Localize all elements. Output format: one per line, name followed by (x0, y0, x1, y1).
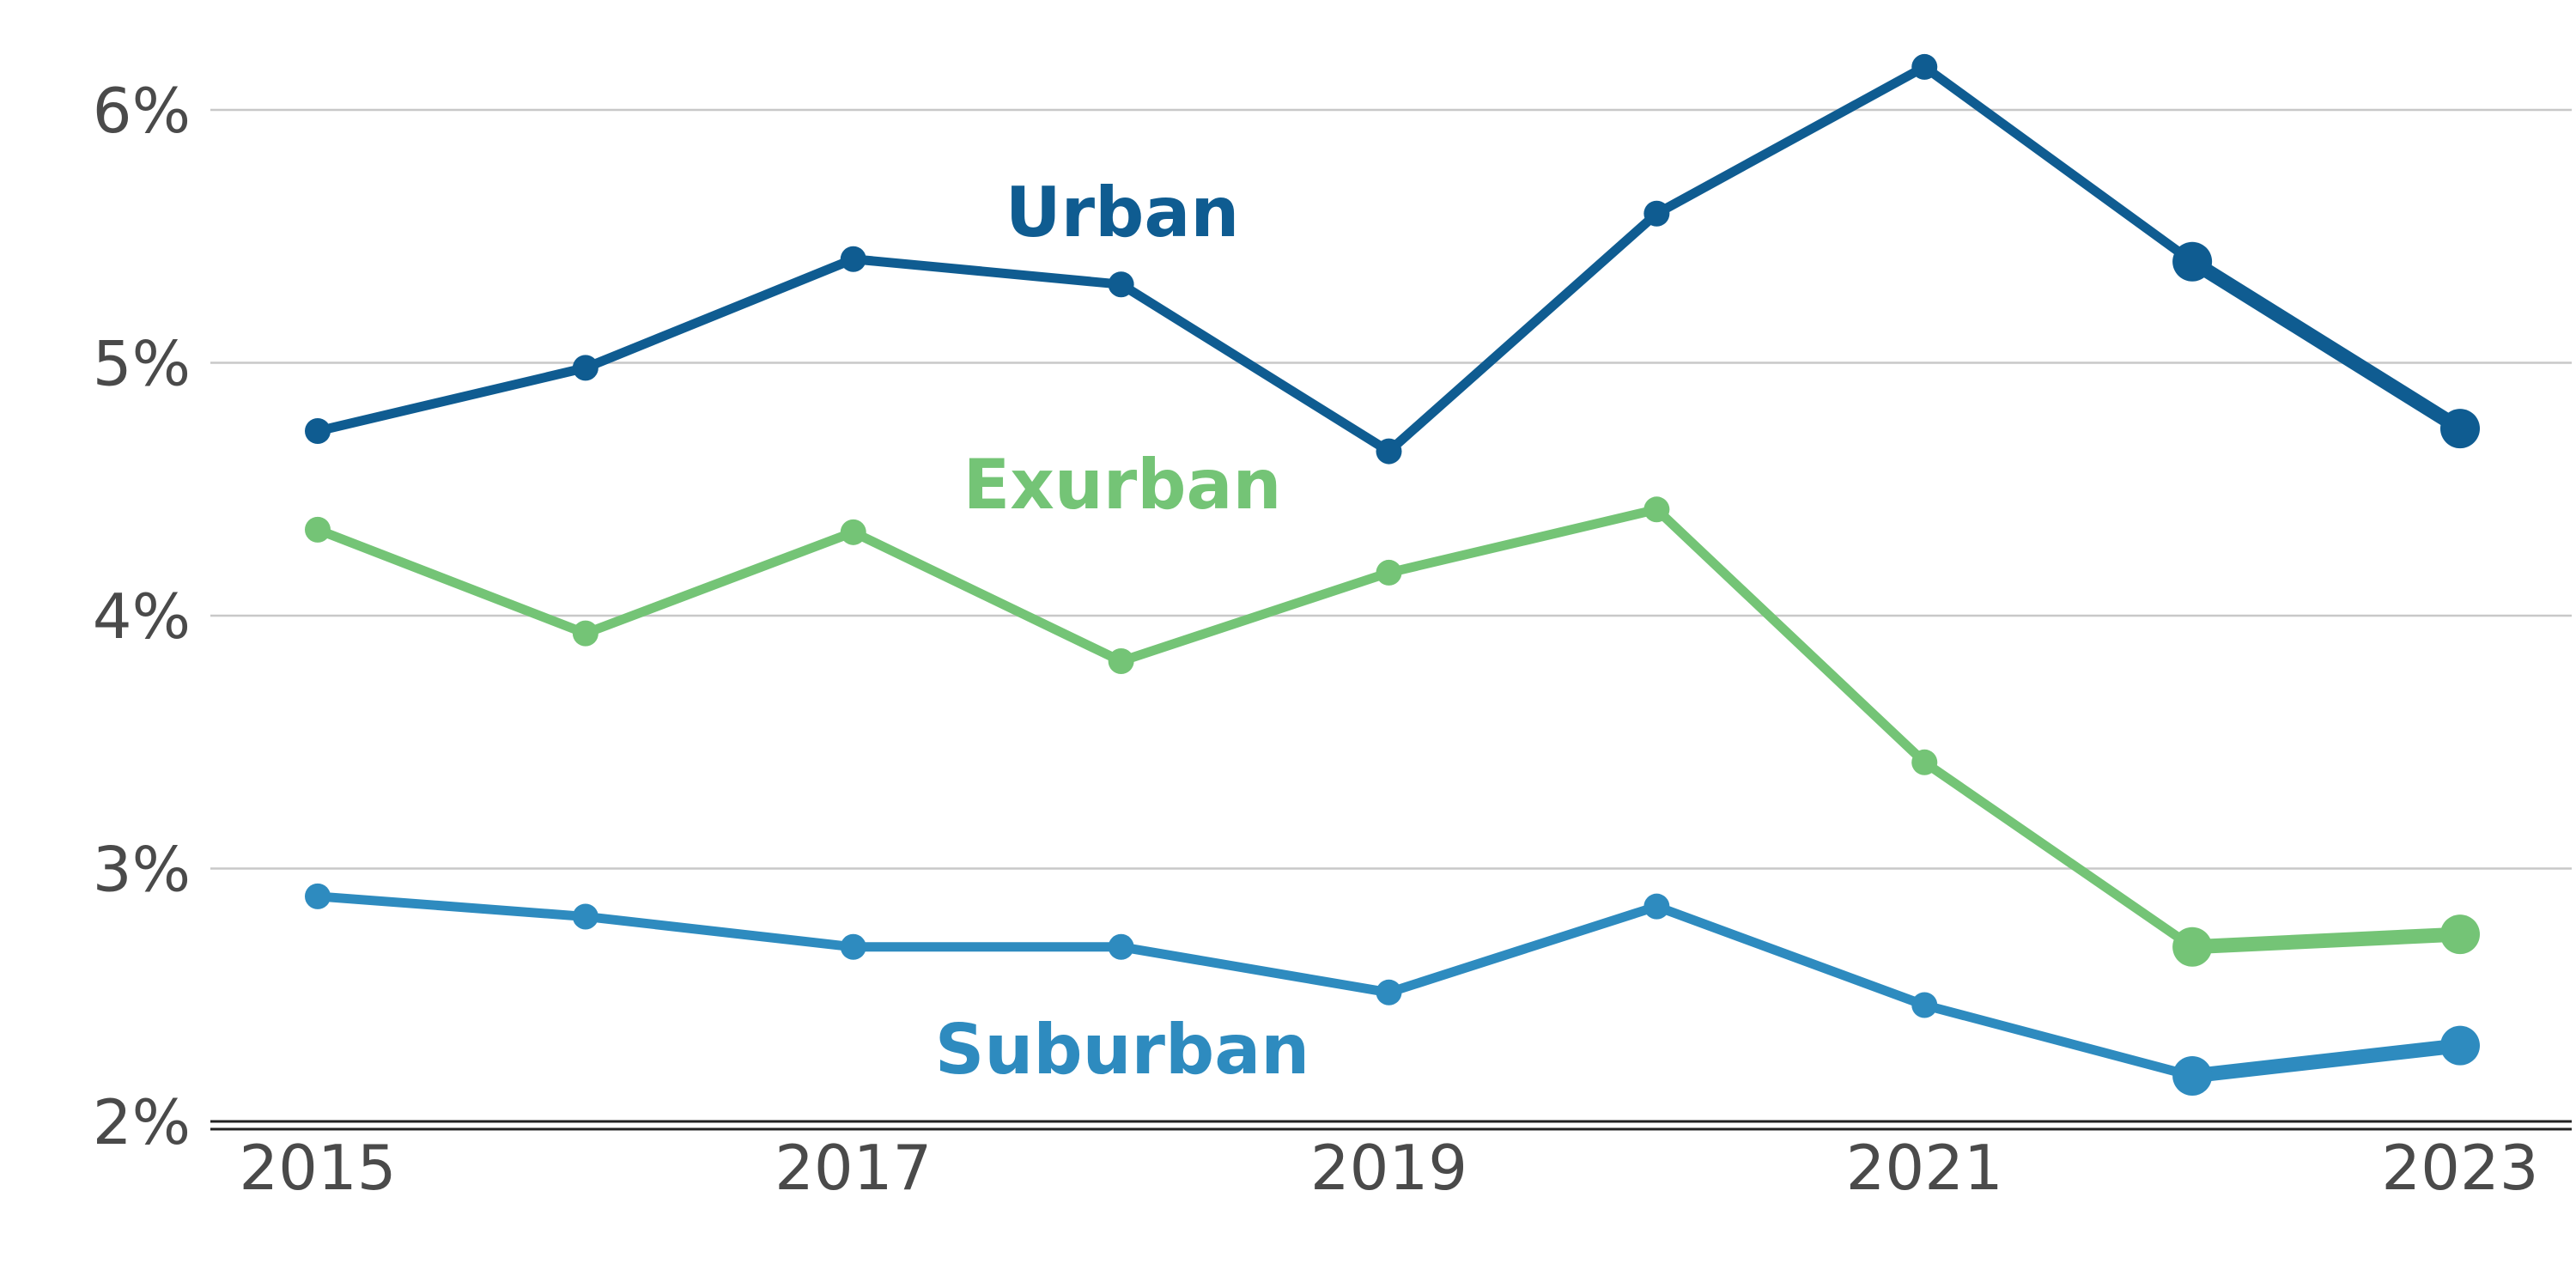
series-group (305, 53, 2480, 1096)
data-point-urban (1911, 53, 1938, 80)
data-point-exurban (1911, 749, 1938, 775)
y-axis: 2% 3% 4% 5% 6% (93, 75, 191, 1158)
data-point-suburban (840, 933, 866, 960)
data-point-exurban (572, 620, 598, 647)
data-point-urban (1108, 271, 1134, 298)
y-tick-label: 2% (93, 1086, 191, 1158)
data-point-suburban (1376, 979, 1402, 1005)
data-point-suburban (1911, 992, 1938, 1018)
grid-lines (210, 108, 2572, 870)
data-point-exurban (1376, 559, 1402, 586)
series-line-highlight-exurban (2184, 927, 2468, 955)
y-tick-label: 4% (93, 580, 191, 653)
data-point-urban (1376, 438, 1402, 465)
y-tick-label: 3% (93, 834, 191, 906)
data-point-urban (840, 246, 866, 272)
series-labels: Urban Exurban Suburban (935, 173, 1309, 1090)
data-point-exurban (2440, 914, 2480, 955)
series-suburban (305, 883, 2480, 1096)
data-point-suburban (572, 903, 598, 930)
data-point-suburban (1643, 893, 1670, 920)
data-point-exurban (305, 516, 331, 543)
series-line-highlight-urban (2184, 254, 2468, 436)
x-tick-label: 2017 (775, 1132, 932, 1204)
data-point-suburban (2440, 1025, 2480, 1066)
series-label-exurban: Exurban (963, 445, 1282, 525)
series-label-urban: Urban (1005, 173, 1240, 252)
data-point-exurban (1643, 496, 1670, 523)
series-urban (305, 53, 2480, 465)
x-tick-label: 2023 (2381, 1132, 2538, 1204)
data-point-urban (305, 418, 331, 445)
series-label-suburban: Suburban (935, 1010, 1309, 1090)
series-line-exurban (313, 504, 2197, 952)
series-exurban (305, 496, 2480, 967)
data-point-suburban (305, 883, 331, 909)
series-line-urban (313, 62, 2197, 457)
y-tick-label: 5% (93, 328, 191, 400)
data-point-urban (2440, 409, 2480, 449)
x-tick-label: 2015 (239, 1132, 396, 1204)
data-point-urban (2172, 241, 2213, 282)
data-point-exurban (840, 519, 866, 545)
data-point-exurban (2172, 927, 2213, 967)
series-line-suburban (313, 891, 2197, 1081)
y-tick-label: 6% (93, 75, 191, 147)
data-point-suburban (2172, 1055, 2213, 1096)
data-point-suburban (1108, 933, 1134, 960)
x-tick-label: 2021 (1846, 1132, 2003, 1204)
x-axis: 2015 2017 2019 2021 2023 (210, 1120, 2572, 1204)
data-point-exurban (1108, 648, 1134, 675)
series-line-highlight-suburban (2184, 1038, 2468, 1084)
data-point-urban (1643, 200, 1670, 227)
data-point-urban (572, 355, 598, 381)
x-tick-label: 2019 (1310, 1132, 1467, 1204)
